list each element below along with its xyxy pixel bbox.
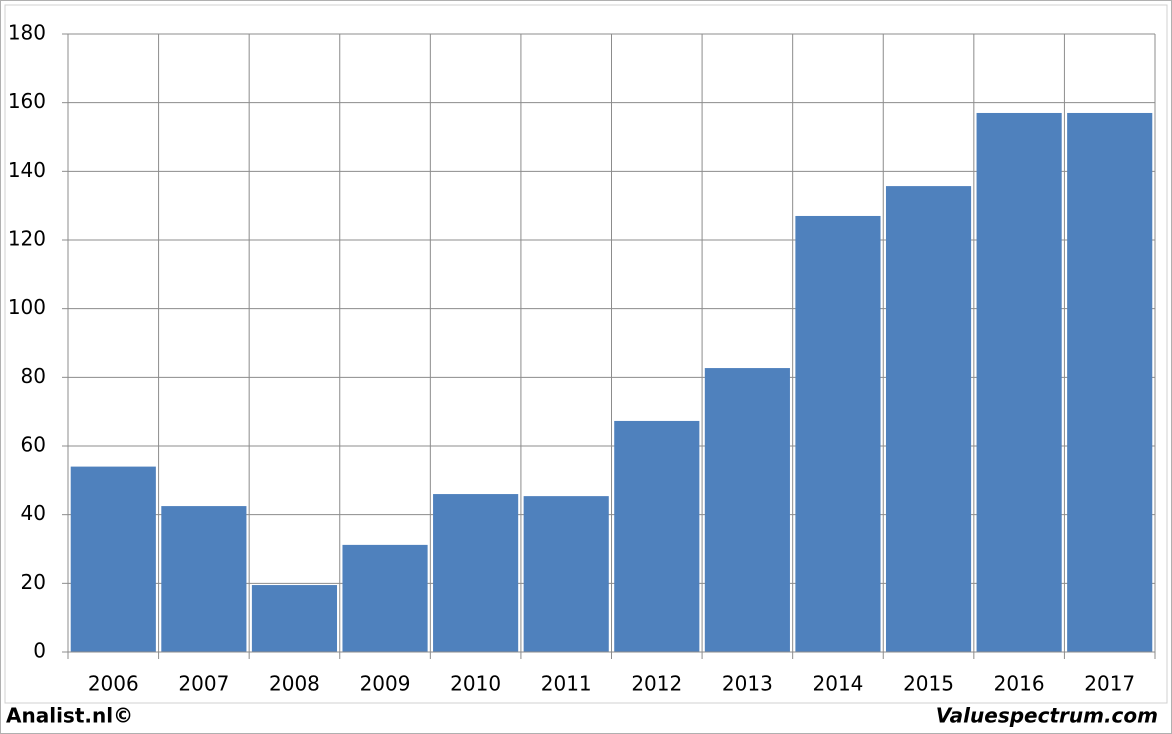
y-tick-label: 100: [8, 295, 46, 319]
bar: [433, 494, 519, 652]
bar: [523, 496, 609, 652]
x-tick-label: 2012: [631, 672, 682, 696]
bar: [161, 506, 247, 652]
bar: [885, 186, 972, 652]
y-tick-label: 0: [33, 639, 46, 663]
bar: [704, 368, 790, 652]
bar: [342, 544, 428, 652]
x-tick-label: 2017: [1084, 672, 1135, 696]
y-tick-label: 60: [21, 433, 46, 457]
x-tick-label: 2015: [903, 672, 954, 696]
footer-left: Analist.nl©: [6, 704, 133, 728]
x-tick-label: 2013: [722, 672, 773, 696]
y-tick-label: 40: [21, 501, 46, 525]
bar: [795, 215, 881, 652]
x-tick-label: 2016: [994, 672, 1045, 696]
x-tick-label: 2010: [450, 672, 501, 696]
bar: [976, 112, 1062, 652]
x-tick-label: 2007: [178, 672, 229, 696]
y-tick-label: 160: [8, 89, 46, 113]
x-tick-label: 2009: [360, 672, 411, 696]
y-tick-label: 20: [21, 570, 46, 594]
bar: [1067, 112, 1153, 652]
bar: [251, 585, 338, 652]
x-tick-label: 2011: [541, 672, 592, 696]
y-tick-label: 120: [8, 227, 46, 251]
x-tick-label: 2008: [269, 672, 320, 696]
bar: [614, 420, 700, 652]
y-tick-label: 140: [8, 158, 46, 182]
y-tick-label: 80: [21, 364, 46, 388]
footer-right: Valuespectrum.com: [936, 704, 1158, 728]
x-tick-label: 2014: [813, 672, 864, 696]
bar: [70, 466, 156, 652]
x-tick-label: 2006: [88, 672, 139, 696]
y-tick-label: 180: [8, 21, 46, 45]
